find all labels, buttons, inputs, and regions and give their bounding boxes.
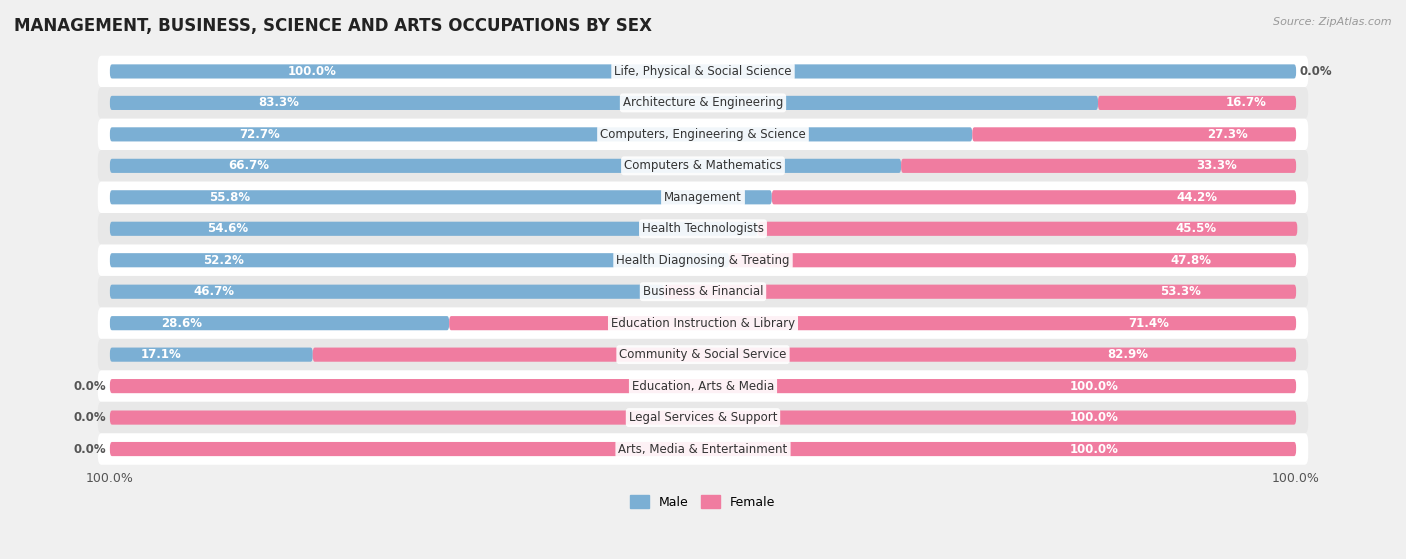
Text: 100.0%: 100.0%	[288, 65, 336, 78]
Text: 71.4%: 71.4%	[1128, 316, 1168, 330]
Text: Life, Physical & Social Science: Life, Physical & Social Science	[614, 65, 792, 78]
Text: Source: ZipAtlas.com: Source: ZipAtlas.com	[1274, 17, 1392, 27]
FancyBboxPatch shape	[110, 348, 312, 362]
Text: 100.0%: 100.0%	[1070, 380, 1118, 392]
Text: 83.3%: 83.3%	[259, 96, 299, 110]
FancyBboxPatch shape	[110, 253, 730, 267]
FancyBboxPatch shape	[449, 316, 1296, 330]
FancyBboxPatch shape	[110, 127, 973, 141]
FancyBboxPatch shape	[110, 410, 1296, 425]
Text: 16.7%: 16.7%	[1226, 96, 1267, 110]
Text: MANAGEMENT, BUSINESS, SCIENCE AND ARTS OCCUPATIONS BY SEX: MANAGEMENT, BUSINESS, SCIENCE AND ARTS O…	[14, 17, 652, 35]
Text: 0.0%: 0.0%	[73, 411, 107, 424]
FancyBboxPatch shape	[98, 244, 1308, 276]
Text: Business & Financial: Business & Financial	[643, 285, 763, 298]
FancyBboxPatch shape	[110, 159, 901, 173]
FancyBboxPatch shape	[110, 285, 664, 299]
FancyBboxPatch shape	[98, 339, 1308, 371]
Text: Education, Arts & Media: Education, Arts & Media	[631, 380, 775, 392]
Text: Health Diagnosing & Treating: Health Diagnosing & Treating	[616, 254, 790, 267]
Text: 54.6%: 54.6%	[207, 222, 249, 235]
Text: 17.1%: 17.1%	[141, 348, 181, 361]
Text: Architecture & Engineering: Architecture & Engineering	[623, 96, 783, 110]
Text: Computers & Mathematics: Computers & Mathematics	[624, 159, 782, 172]
FancyBboxPatch shape	[901, 159, 1296, 173]
FancyBboxPatch shape	[98, 433, 1308, 465]
Text: 100.0%: 100.0%	[1070, 411, 1118, 424]
Text: Management: Management	[664, 191, 742, 204]
Text: 46.7%: 46.7%	[193, 285, 233, 298]
Text: 28.6%: 28.6%	[160, 316, 202, 330]
Text: 44.2%: 44.2%	[1177, 191, 1218, 204]
Text: Education Instruction & Library: Education Instruction & Library	[612, 316, 794, 330]
Text: 66.7%: 66.7%	[229, 159, 270, 172]
FancyBboxPatch shape	[110, 64, 1296, 78]
Text: 0.0%: 0.0%	[73, 443, 107, 456]
FancyBboxPatch shape	[98, 213, 1308, 244]
FancyBboxPatch shape	[110, 442, 1296, 456]
Text: 33.3%: 33.3%	[1197, 159, 1237, 172]
Text: Computers, Engineering & Science: Computers, Engineering & Science	[600, 128, 806, 141]
Text: 45.5%: 45.5%	[1175, 222, 1216, 235]
Text: Legal Services & Support: Legal Services & Support	[628, 411, 778, 424]
FancyBboxPatch shape	[312, 348, 1296, 362]
Text: 53.3%: 53.3%	[1160, 285, 1201, 298]
Text: 0.0%: 0.0%	[1299, 65, 1333, 78]
FancyBboxPatch shape	[98, 276, 1308, 307]
Legend: Male, Female: Male, Female	[626, 490, 780, 514]
Text: Health Technologists: Health Technologists	[643, 222, 763, 235]
FancyBboxPatch shape	[98, 307, 1308, 339]
FancyBboxPatch shape	[110, 190, 772, 205]
Text: Community & Social Service: Community & Social Service	[619, 348, 787, 361]
Text: 82.9%: 82.9%	[1108, 348, 1149, 361]
FancyBboxPatch shape	[98, 182, 1308, 213]
Text: 55.8%: 55.8%	[209, 191, 250, 204]
Text: 47.8%: 47.8%	[1170, 254, 1211, 267]
FancyBboxPatch shape	[110, 222, 758, 236]
FancyBboxPatch shape	[98, 150, 1308, 182]
FancyBboxPatch shape	[110, 96, 1098, 110]
FancyBboxPatch shape	[98, 119, 1308, 150]
FancyBboxPatch shape	[772, 190, 1296, 205]
Text: 72.7%: 72.7%	[239, 128, 280, 141]
FancyBboxPatch shape	[664, 285, 1296, 299]
FancyBboxPatch shape	[758, 222, 1298, 236]
Text: 0.0%: 0.0%	[73, 380, 107, 392]
FancyBboxPatch shape	[98, 402, 1308, 433]
Text: 52.2%: 52.2%	[202, 254, 243, 267]
FancyBboxPatch shape	[98, 56, 1308, 87]
FancyBboxPatch shape	[973, 127, 1296, 141]
FancyBboxPatch shape	[98, 87, 1308, 119]
Text: 100.0%: 100.0%	[1070, 443, 1118, 456]
Text: 27.3%: 27.3%	[1206, 128, 1247, 141]
Text: Arts, Media & Entertainment: Arts, Media & Entertainment	[619, 443, 787, 456]
FancyBboxPatch shape	[110, 379, 1296, 393]
FancyBboxPatch shape	[730, 253, 1296, 267]
FancyBboxPatch shape	[1098, 96, 1296, 110]
FancyBboxPatch shape	[110, 316, 449, 330]
FancyBboxPatch shape	[98, 371, 1308, 402]
